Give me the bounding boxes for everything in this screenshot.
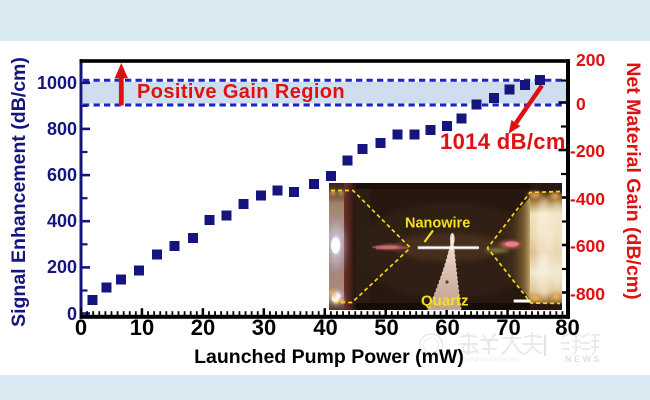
svg-text:Tsinghua University: Tsinghua University (462, 356, 519, 363)
svg-text:N E W S: N E W S (565, 354, 600, 364)
svg-text:Quartz: Quartz (421, 293, 469, 310)
svg-text:Nanowire: Nanowire (405, 216, 470, 232)
